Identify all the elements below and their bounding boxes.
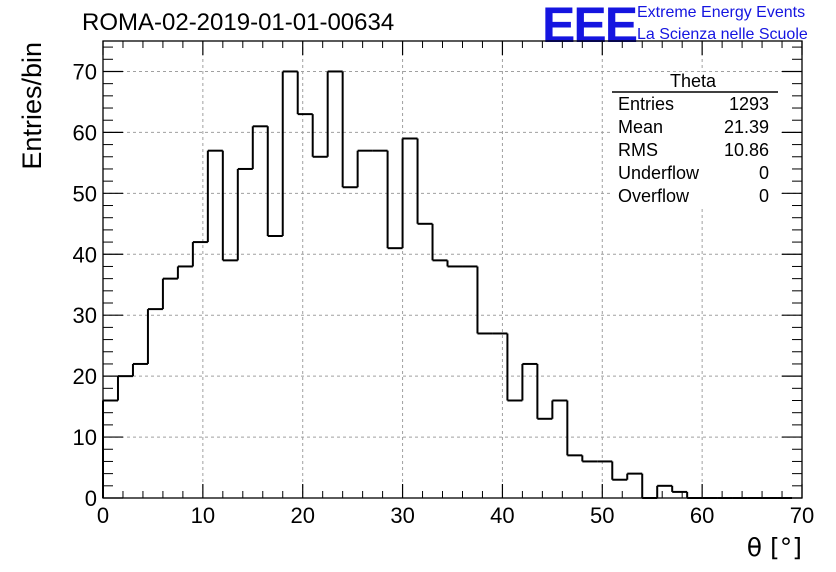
stats-label-overflow: Overflow bbox=[618, 186, 690, 206]
x-tick-label: 20 bbox=[290, 503, 314, 528]
histogram bbox=[102, 70, 793, 499]
histogram-bin bbox=[446, 260, 463, 268]
histogram-bin bbox=[191, 241, 208, 267]
stats-value-entries: 1293 bbox=[729, 94, 769, 114]
x-tick-label: 70 bbox=[790, 503, 814, 528]
ticks bbox=[102, 41, 803, 499]
stats-title: Theta bbox=[670, 71, 717, 91]
run-title: ROMA-02-2019-01-01-00634 bbox=[82, 9, 395, 36]
histogram-bin bbox=[656, 484, 673, 498]
histogram-bin bbox=[326, 70, 343, 157]
x-tick-label: 40 bbox=[490, 503, 514, 528]
stats-value-rms: 10.86 bbox=[724, 140, 769, 160]
y-tick-label: 30 bbox=[73, 303, 97, 328]
histogram-bin bbox=[131, 362, 148, 377]
histogram-bin bbox=[566, 400, 583, 457]
histogram-bin bbox=[641, 473, 658, 499]
histogram-bin bbox=[356, 149, 373, 188]
x-axis-label: θ [°] bbox=[747, 533, 802, 562]
histogram-bin bbox=[416, 138, 433, 225]
histogram-bin bbox=[626, 472, 643, 480]
histogram-bin bbox=[536, 363, 553, 420]
y-tick-label: 50 bbox=[73, 181, 97, 206]
histogram-bin bbox=[206, 149, 223, 243]
histogram-bin bbox=[611, 461, 628, 481]
histogram-bin bbox=[116, 375, 133, 401]
histogram-bin bbox=[311, 114, 328, 158]
histogram-bin bbox=[686, 491, 703, 499]
histogram-bin bbox=[431, 223, 448, 262]
histogram-bin bbox=[521, 362, 538, 401]
histogram-bin bbox=[581, 455, 598, 463]
y-tick-label: 20 bbox=[73, 364, 97, 389]
stats-value-underflow: 0 bbox=[759, 163, 769, 183]
y-tick-label: 70 bbox=[73, 59, 97, 84]
histogram-bin bbox=[401, 137, 418, 249]
y-axis-label: Entries/bin bbox=[17, 42, 47, 170]
x-tick-label: 10 bbox=[191, 503, 215, 528]
logo-text-line1: Extreme Energy Events bbox=[637, 4, 806, 21]
x-tick-label: 30 bbox=[390, 503, 414, 528]
stats-box: Theta Entries 1293 Mean 21.39 RMS 10.86 … bbox=[610, 71, 778, 208]
histogram-bin bbox=[551, 399, 568, 419]
histogram-bin bbox=[281, 70, 298, 236]
stats-label-underflow: Underflow bbox=[618, 163, 700, 183]
stats-value-overflow: 0 bbox=[759, 186, 769, 206]
histogram-bin bbox=[476, 266, 493, 335]
y-tick-label: 0 bbox=[85, 486, 97, 511]
plot-frame bbox=[102, 40, 803, 499]
x-tick-label: 0 bbox=[97, 503, 109, 528]
tick-labels: 0 10 20 30 40 50 60 70 0 10 20 30 40 50 60 70 bbox=[73, 59, 815, 528]
histogram-bin bbox=[341, 71, 358, 189]
histogram-bin bbox=[221, 150, 238, 262]
x-tick-label: 60 bbox=[690, 503, 714, 528]
histogram-bin bbox=[251, 125, 268, 169]
histogram-bin bbox=[506, 333, 523, 402]
y-tick-label: 10 bbox=[73, 425, 97, 450]
histogram-bin bbox=[161, 277, 178, 310]
stats-label-mean: Mean bbox=[618, 117, 663, 137]
logo-text-line2: La Scienza nelle Scuole bbox=[637, 26, 808, 43]
histogram-bin bbox=[266, 126, 283, 237]
stats-label-rms: RMS bbox=[618, 140, 658, 160]
axes bbox=[102, 40, 803, 499]
histogram-bin bbox=[146, 308, 163, 364]
stats-box-bg bbox=[610, 72, 778, 208]
histogram-bin bbox=[176, 265, 193, 279]
histogram-bin bbox=[236, 167, 253, 261]
stats-label-entries: Entries bbox=[618, 94, 674, 114]
histogram-bin bbox=[386, 150, 403, 250]
y-tick-label: 40 bbox=[73, 242, 97, 267]
stats-value-mean: 21.39 bbox=[724, 117, 769, 137]
x-tick-label: 50 bbox=[590, 503, 614, 528]
y-tick-label: 60 bbox=[73, 120, 97, 145]
histogram-bin bbox=[671, 485, 688, 493]
histogram-bin bbox=[296, 71, 313, 116]
